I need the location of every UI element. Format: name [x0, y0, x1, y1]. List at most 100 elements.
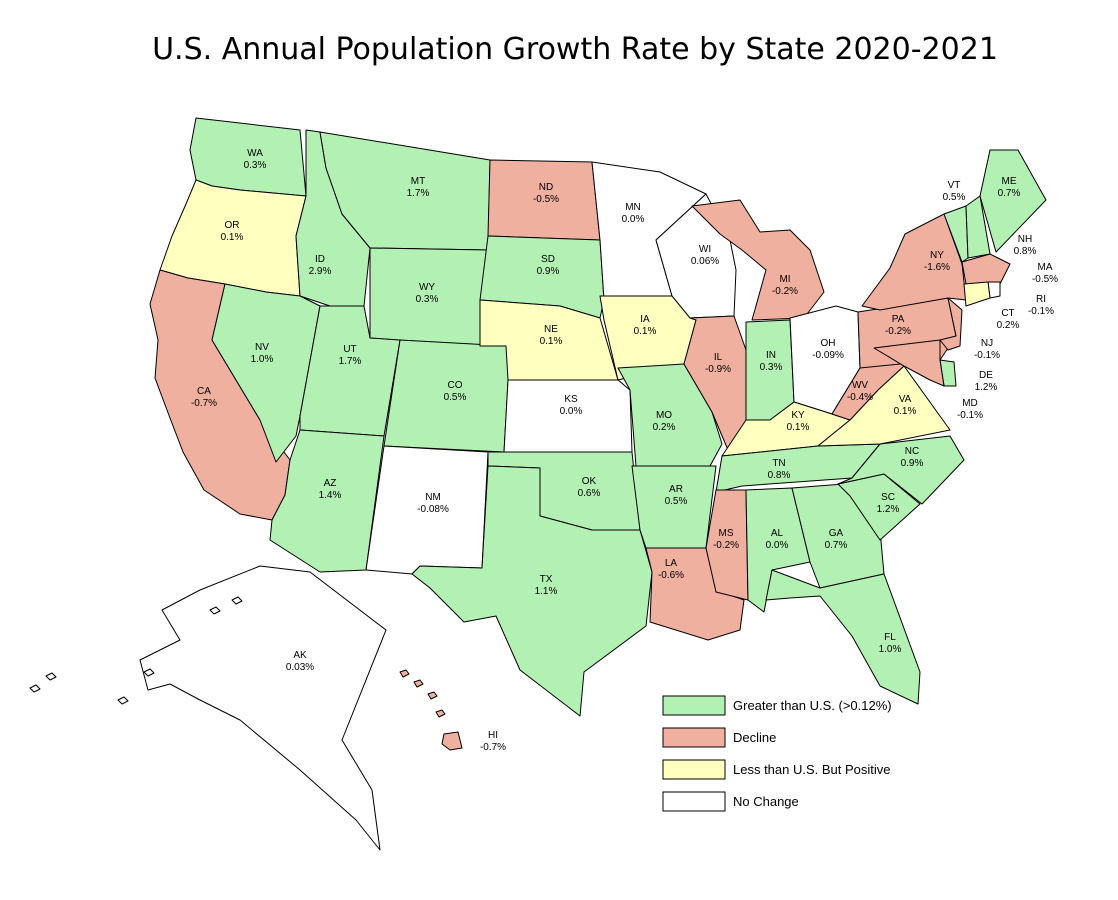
state-nj [939, 297, 963, 351]
legend-label-nochange: No Change [733, 794, 799, 809]
state-value-de: 1.2% [975, 382, 998, 393]
state-abbr-ia: IA [640, 314, 650, 325]
state-value-nm: -0.08% [417, 504, 449, 515]
state-abbr-sc: SC [881, 492, 895, 503]
state-abbr-nm: NM [425, 492, 441, 503]
state-value-nv: 1.0% [251, 354, 274, 365]
state-value-vt: 0.5% [943, 192, 966, 203]
hawaii-island [413, 679, 424, 688]
state-value-md: -0.1% [957, 410, 983, 421]
state-value-ga: 0.7% [825, 540, 848, 551]
state-value-la: -0.6% [658, 570, 684, 581]
state-value-nc: 0.9% [901, 458, 924, 469]
state-abbr-wa: WA [247, 148, 263, 159]
state-value-ky: 0.1% [787, 422, 810, 433]
state-value-ny: -1.6% [924, 262, 950, 273]
state-abbr-ks: KS [564, 394, 578, 405]
state-abbr-pa: PA [892, 314, 905, 325]
alaska-island [29, 684, 41, 693]
state-abbr-ar: AR [669, 484, 683, 495]
states-layer [29, 117, 1047, 851]
legend-swatch-nochange [662, 791, 726, 812]
state-value-nj: -0.1% [974, 350, 1000, 361]
state-abbr-or: OR [225, 220, 240, 231]
state-abbr-mn: MN [625, 202, 641, 213]
state-value-tn: 0.8% [768, 470, 791, 481]
state-ak [139, 565, 387, 851]
alaska-island [117, 696, 129, 705]
hawaii-island [435, 709, 446, 718]
state-abbr-tx: TX [540, 574, 553, 585]
state-abbr-mo: MO [656, 410, 672, 421]
state-abbr-ga: GA [829, 528, 844, 539]
state-value-oh: -0.09% [812, 350, 844, 361]
state-abbr-ne: NE [544, 324, 558, 335]
state-value-sc: 1.2% [877, 504, 900, 515]
state-value-wv: -0.4% [847, 392, 873, 403]
state-az [269, 429, 385, 573]
state-value-ak: 0.03% [286, 662, 314, 673]
state-value-nd: -0.5% [533, 194, 559, 205]
legend-label-greater: Greater than U.S. (>0.12%) [733, 698, 892, 713]
state-abbr-nh: NH [1018, 234, 1032, 245]
state-abbr-oh: OH [821, 338, 836, 349]
state-abbr-ms: MS [719, 528, 734, 539]
alaska-island [45, 672, 57, 681]
state-value-mn: 0.0% [622, 214, 645, 225]
state-abbr-fl: FL [884, 632, 896, 643]
hawaii-island [399, 669, 410, 678]
alaska-island [143, 668, 155, 677]
state-md [873, 339, 945, 387]
state-abbr-nj: NJ [981, 338, 993, 349]
state-abbr-in: IN [766, 350, 776, 361]
state-value-ri: -0.1% [1028, 306, 1054, 317]
state-value-ms: -0.2% [713, 540, 739, 551]
state-abbr-al: AL [771, 528, 784, 539]
state-abbr-ri: RI [1036, 294, 1046, 305]
state-value-mo: 0.2% [653, 422, 676, 433]
state-abbr-va: VA [899, 394, 912, 405]
state-value-mt: 1.7% [407, 188, 430, 199]
alaska-island [231, 596, 243, 605]
legend: Greater than U.S. (>0.12%) Decline Less th… [662, 695, 892, 812]
state-value-nh: 0.8% [1014, 246, 1037, 257]
state-value-me: 0.7% [998, 188, 1021, 199]
state-ut [299, 305, 401, 437]
state-value-il: -0.9% [705, 364, 731, 375]
state-value-id: 2.9% [309, 266, 332, 277]
state-abbr-ny: NY [930, 250, 944, 261]
state-ma [961, 253, 1011, 285]
state-abbr-md: MD [962, 398, 978, 409]
state-value-sd: 0.9% [537, 266, 560, 277]
state-value-wi: 0.06% [691, 256, 719, 267]
state-abbr-il: IL [714, 352, 723, 363]
state-abbr-az: AZ [324, 478, 337, 489]
state-nc [837, 435, 965, 505]
state-value-va: 0.1% [894, 406, 917, 417]
state-abbr-sd: SD [541, 254, 555, 265]
state-abbr-id: ID [315, 254, 325, 265]
state-value-ma: -0.5% [1032, 274, 1058, 285]
state-ct [963, 281, 991, 307]
state-value-ia: 0.1% [634, 326, 657, 337]
legend-swatch-decline [662, 727, 726, 748]
state-value-ar: 0.5% [665, 496, 688, 507]
state-value-in: 0.3% [760, 362, 783, 373]
state-abbr-wy: WY [419, 282, 435, 293]
state-value-ne: 0.1% [540, 336, 563, 347]
state-abbr-ak: AK [293, 650, 307, 661]
state-abbr-me: ME [1002, 176, 1017, 187]
state-hi [441, 731, 463, 751]
legend-swatch-less [662, 759, 726, 780]
state-value-ut: 1.7% [339, 356, 362, 367]
state-value-al: 0.0% [766, 540, 789, 551]
state-value-mi: -0.2% [772, 286, 798, 297]
state-value-wy: 0.3% [416, 294, 439, 305]
legend-swatch-greater [662, 695, 726, 716]
state-abbr-hi: HI [488, 730, 498, 741]
state-value-hi: -0.7% [480, 742, 506, 753]
state-mi [691, 199, 825, 321]
state-nv [211, 283, 321, 463]
state-value-ct: 0.2% [997, 320, 1020, 331]
state-abbr-ma: MA [1038, 262, 1053, 273]
